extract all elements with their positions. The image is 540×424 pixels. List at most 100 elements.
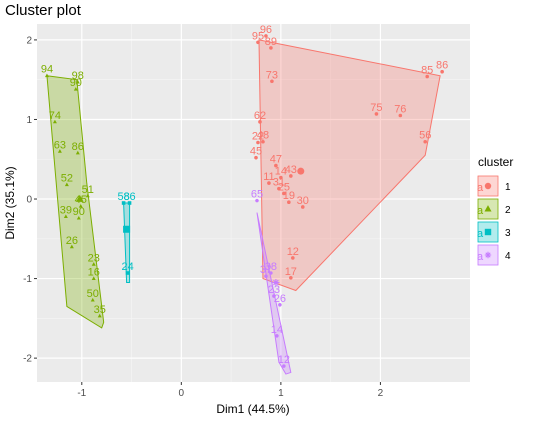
cluster-2-point — [90, 297, 95, 302]
cluster-2-point-label: 50 — [87, 288, 99, 300]
cluster-1-point — [282, 191, 286, 196]
x-tick-label: 2 — [378, 388, 384, 399]
cluster-2-point-label: 35 — [94, 304, 106, 316]
legend-marker-2 — [484, 205, 492, 212]
cluster-1-point-label: 11 — [263, 171, 274, 183]
cluster-4-point — [264, 274, 268, 278]
y-tick-label: 0 — [26, 195, 32, 206]
chart-title: Cluster plot — [5, 2, 82, 19]
y-tick-label: 1 — [26, 115, 32, 126]
cluster-4-point-label: 14 — [271, 324, 283, 336]
cluster-1-point — [440, 69, 444, 74]
cluster-2-point — [91, 276, 96, 281]
cluster-1-point — [256, 140, 260, 145]
cluster-2-point — [75, 150, 80, 155]
legend-key-letter-3: a — [477, 228, 484, 240]
y-axis-label: Dim2 (35.1%) — [3, 166, 17, 239]
cluster-1-point — [291, 256, 295, 260]
cluster-2-point — [52, 119, 57, 124]
cluster-2-point-label: 26 — [66, 235, 78, 247]
cluster-1-point-label: 73 — [266, 69, 278, 81]
cluster-1-point-label: 31 — [273, 177, 285, 189]
cluster-1-point — [267, 181, 271, 185]
legend-label-3: 3 — [505, 228, 511, 239]
y-tick-label: -1 — [23, 274, 32, 285]
grid-layer — [37, 24, 470, 382]
cluster-1-point-label: 56 — [419, 130, 431, 142]
cluster-4-point — [272, 294, 276, 298]
cluster-4-point — [255, 198, 259, 203]
cluster-2-point — [73, 87, 78, 91]
legend-label-2: 2 — [505, 205, 511, 216]
hull-layer — [46, 39, 441, 375]
cluster-2-point — [64, 182, 69, 187]
cluster-1-point — [256, 40, 260, 45]
cluster-3-point — [127, 201, 132, 205]
cluster-1-point-label: 14 — [275, 166, 287, 178]
cluster-2-point-label: 98 — [72, 70, 84, 82]
cluster-1-point — [279, 175, 283, 180]
cluster-1-point-label: 96 — [260, 24, 272, 36]
cluster-2-hull — [46, 75, 105, 329]
legend-title: cluster — [478, 155, 513, 169]
plot-panel — [37, 24, 470, 382]
cluster-1-point — [374, 112, 379, 116]
cluster-4-point-label: 26 — [274, 293, 286, 305]
cluster-1-point — [289, 174, 293, 178]
cluster-2-point — [63, 214, 68, 218]
x-tick-label: 0 — [179, 388, 185, 399]
legend-marker-1 — [484, 182, 492, 190]
cluster-3-point — [125, 271, 130, 275]
cluster-1-point-label: 17 — [285, 266, 297, 278]
cluster-1-point — [398, 113, 403, 118]
legend-key-letter-2: a — [477, 205, 484, 217]
cluster-3-point-label: 86 — [123, 191, 135, 203]
cluster-4-center — [272, 279, 280, 287]
cluster-3-point — [121, 201, 126, 205]
cluster-2-point — [75, 79, 80, 84]
cluster-1-point-label: 25 — [278, 181, 290, 193]
cluster-1-point — [300, 205, 305, 209]
cluster-2-point — [97, 313, 102, 318]
cluster-1-point — [270, 79, 274, 84]
cluster-3-center — [123, 225, 131, 233]
legend-marker-3 — [484, 228, 492, 236]
cluster-1-point — [287, 200, 291, 205]
cluster-1-point-label: 19 — [283, 190, 295, 202]
cluster-2-point-label: 52 — [61, 173, 73, 185]
cluster-2-point — [78, 204, 83, 208]
cluster-1-point-label: 22 — [252, 131, 264, 143]
y-tick-label: -2 — [23, 354, 32, 365]
cluster-2-point-label: 16 — [88, 267, 100, 279]
cluster-2-point — [76, 215, 81, 220]
cluster-2-point-label: 23 — [88, 252, 100, 264]
cluster-1-point-label: 48 — [257, 130, 269, 142]
legend-label-1: 1 — [505, 182, 511, 193]
cluster-1-point-label: 85 — [421, 65, 433, 77]
cluster-2-point — [91, 262, 96, 266]
cluster-1-center — [297, 167, 305, 175]
legend-marker-4 — [484, 251, 492, 259]
cluster-4-point-label: 38 — [265, 261, 277, 273]
cluster-2-point — [44, 73, 49, 78]
legend-label-4: 4 — [505, 251, 511, 262]
cluster-1-point-label: 62 — [254, 110, 266, 122]
cluster-3-hull — [123, 202, 131, 284]
cluster-1-point-label: 30 — [297, 195, 309, 207]
cluster-1-point — [258, 120, 262, 124]
cluster-1-point — [289, 275, 293, 280]
cluster-2-point — [69, 244, 74, 249]
cluster-4-point — [278, 303, 282, 307]
x-tick-label: -1 — [77, 388, 86, 399]
cluster-2-point-label: 86 — [72, 141, 84, 153]
legend-items: a 1 a 2 a 3 a 4 — [477, 175, 511, 266]
cluster-2-point-label: 90 — [70, 77, 82, 89]
cluster-4-point-label: 12 — [278, 354, 290, 366]
cluster-1-point — [254, 155, 258, 160]
cluster-2-point-label: 74 — [49, 110, 61, 122]
cluster-1-point-label: 47 — [270, 154, 282, 166]
